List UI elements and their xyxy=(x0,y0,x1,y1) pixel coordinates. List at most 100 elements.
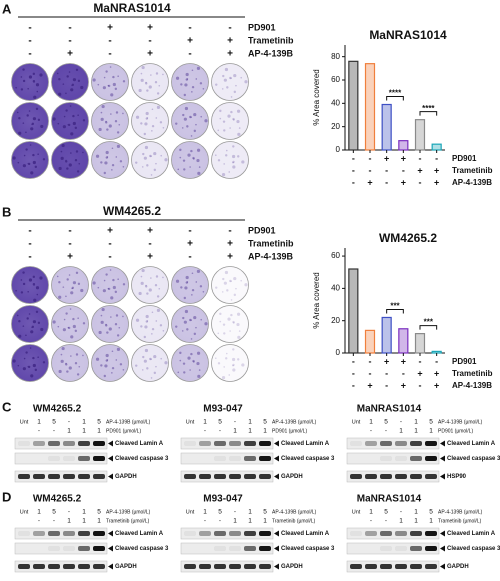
treatment-sign: + xyxy=(107,23,113,34)
well-speckle xyxy=(140,275,143,278)
well-speckle xyxy=(180,83,183,86)
blot-strip xyxy=(346,437,440,450)
well-speckle xyxy=(28,278,33,282)
well-speckle xyxy=(181,330,184,332)
blot-band xyxy=(229,441,241,446)
blot-band xyxy=(48,531,60,536)
well-speckle xyxy=(71,286,75,290)
well-speckle xyxy=(122,165,125,168)
treatment-name: PD901 xyxy=(248,22,276,32)
treatment-sign: - xyxy=(228,23,231,34)
blot-band xyxy=(350,441,362,446)
well-speckle xyxy=(97,83,100,86)
well-speckle xyxy=(145,117,148,120)
panel-label: A xyxy=(2,1,12,16)
lane-label: - xyxy=(38,428,40,435)
well-speckle xyxy=(35,310,39,314)
well-speckle xyxy=(112,82,116,87)
well-speckle xyxy=(74,126,78,130)
well-speckle xyxy=(177,371,180,374)
blot-band xyxy=(425,531,437,536)
bar xyxy=(431,143,442,151)
blot-band xyxy=(229,546,241,551)
well-speckle xyxy=(30,171,34,175)
blot-band xyxy=(78,531,90,536)
well-speckle xyxy=(150,358,152,360)
well-speckle xyxy=(116,144,121,149)
well-speckle xyxy=(228,374,231,376)
well-speckle xyxy=(102,86,106,90)
well-speckle xyxy=(224,67,229,72)
well-speckle xyxy=(140,325,143,328)
blot-band xyxy=(33,441,45,446)
well-speckle xyxy=(70,355,72,357)
well-speckle xyxy=(78,365,81,368)
well-speckle xyxy=(155,72,159,75)
well-speckle xyxy=(154,81,158,84)
treatment-sign: - xyxy=(385,368,388,378)
blot-band xyxy=(244,531,256,536)
well-speckle xyxy=(221,88,224,90)
well xyxy=(11,344,49,382)
well-speckle xyxy=(111,372,113,374)
treatment-sign: - xyxy=(148,239,151,250)
well-speckle xyxy=(58,92,62,96)
lane-label: 5 xyxy=(218,419,222,426)
well-speckle xyxy=(200,115,203,118)
well-speckle xyxy=(112,285,116,290)
lane-label: 1 xyxy=(248,428,252,435)
blot-band xyxy=(63,441,75,446)
well-speckle xyxy=(199,82,203,85)
blot-band xyxy=(395,474,407,479)
well-speckle xyxy=(15,289,17,292)
blot-strip xyxy=(14,437,108,450)
well-speckle xyxy=(179,359,182,362)
band-arrow xyxy=(108,545,113,552)
y-tick-label: 60 xyxy=(331,251,340,260)
well-speckle xyxy=(191,272,194,275)
panel-label: B xyxy=(2,204,11,219)
well-speckle xyxy=(202,87,205,90)
bar xyxy=(381,316,392,354)
well xyxy=(211,141,249,179)
lane-label: 1 xyxy=(248,509,252,516)
lane-label: 5 xyxy=(263,509,267,516)
well-speckle xyxy=(122,283,126,286)
treatment-sign: - xyxy=(352,356,355,366)
lane-label: 1 xyxy=(248,518,252,525)
blot-band xyxy=(184,531,196,536)
lane-label: 5 xyxy=(97,419,101,426)
significance-bracket xyxy=(419,111,438,116)
well-speckle xyxy=(36,293,39,296)
lane-label: Unt xyxy=(352,419,361,425)
lane-label: 1 xyxy=(369,419,373,426)
blot-band xyxy=(229,474,241,479)
blot-band xyxy=(380,474,392,479)
well-speckle xyxy=(56,72,59,75)
well xyxy=(211,63,249,101)
well xyxy=(91,305,129,343)
well-speckle xyxy=(22,367,26,371)
well-speckle xyxy=(190,149,193,153)
treatment-sign: - xyxy=(28,36,31,47)
treatment-sign: - xyxy=(435,356,438,366)
well-speckle xyxy=(149,357,152,361)
lane-label: 1 xyxy=(369,509,373,516)
bar xyxy=(431,350,442,354)
well-speckle xyxy=(66,278,69,281)
band-label: Cleaved Lamin A xyxy=(115,531,164,537)
treatment-sign: - xyxy=(352,165,355,175)
blot-band xyxy=(199,564,211,569)
significance-bracket xyxy=(386,96,404,101)
well-speckle xyxy=(219,117,222,120)
treatment-name: Trametinib xyxy=(452,166,493,175)
well-speckle xyxy=(80,85,84,90)
well-speckle xyxy=(156,92,160,95)
bar xyxy=(348,268,359,354)
treatment-sign: + xyxy=(187,239,193,250)
treatment-sign: - xyxy=(108,36,111,47)
treatment-sign: + xyxy=(417,165,422,175)
lane-label: 1 xyxy=(429,518,433,525)
well-speckle xyxy=(192,156,195,160)
well-speckle xyxy=(214,357,217,359)
